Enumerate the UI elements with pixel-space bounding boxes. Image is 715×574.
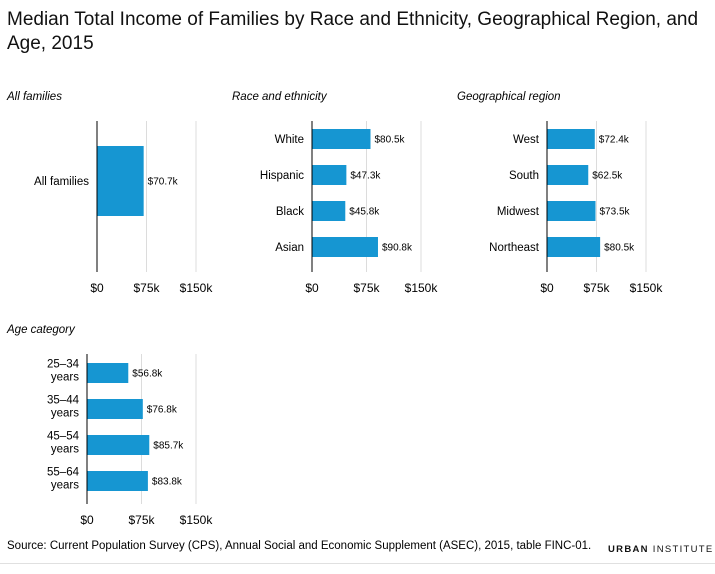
x-tick-label: $150k (630, 281, 664, 295)
category-label: years (51, 408, 79, 420)
panel-title: Age category (6, 324, 76, 336)
category-label: years (51, 372, 79, 384)
panel-title: Race and ethnicity (232, 91, 328, 103)
bar (547, 237, 601, 257)
category-label: Asian (275, 242, 304, 254)
category-label: All families (34, 176, 89, 188)
data-label: $73.5k (600, 207, 631, 218)
data-label: $62.5k (592, 171, 623, 182)
category-label: South (509, 170, 539, 182)
category-label: White (275, 134, 304, 146)
category-label: years (51, 444, 79, 456)
data-label: $72.4k (599, 135, 630, 146)
x-tick-label: $150k (180, 281, 214, 295)
x-tick-label: $75k (583, 281, 610, 295)
x-tick-label: $75k (353, 281, 380, 295)
brand-logo: URBAN INSTITUTE (608, 544, 714, 555)
data-label: $80.5k (374, 135, 405, 146)
data-label: $83.8k (152, 477, 183, 488)
bar (312, 129, 371, 149)
data-label: $90.8k (382, 243, 413, 254)
data-label: $80.5k (604, 243, 635, 254)
panel-title: Geographical region (457, 91, 561, 103)
x-tick-label: $75k (128, 513, 155, 527)
panel-title: All families (6, 91, 62, 103)
data-label: $56.8k (132, 369, 163, 380)
x-tick-label: $75k (133, 281, 160, 295)
category-label: years (51, 480, 79, 492)
category-label: West (513, 134, 540, 146)
category-label: Midwest (497, 206, 540, 218)
brand-rest: INSTITUTE (648, 544, 714, 555)
x-tick-label: $0 (540, 281, 554, 295)
category-label: Hispanic (260, 170, 304, 182)
bar (547, 201, 596, 221)
category-label: Northeast (489, 242, 540, 254)
data-label: $47.3k (350, 171, 381, 182)
bar (312, 237, 378, 257)
bar (312, 165, 347, 185)
bar (87, 363, 129, 383)
bar (547, 129, 595, 149)
x-tick-label: $0 (90, 281, 104, 295)
data-label: $45.8k (349, 207, 380, 218)
category-label: 55–64 (47, 467, 80, 479)
category-label: 25–34 (47, 359, 80, 371)
data-label: $76.8k (147, 405, 178, 416)
x-tick-label: $0 (80, 513, 94, 527)
category-label: 35–44 (47, 395, 80, 407)
bar (87, 435, 150, 455)
bar (312, 201, 346, 221)
source-note: Source: Current Population Survey (CPS),… (7, 540, 592, 552)
bar (547, 165, 589, 185)
x-tick-label: $150k (405, 281, 439, 295)
bar (97, 146, 144, 216)
brand-bold: URBAN (608, 544, 649, 555)
chart-title: Median Total Income of Families by Race … (7, 9, 699, 54)
category-label: Black (276, 206, 304, 218)
data-label: $70.7k (148, 177, 179, 188)
x-tick-label: $150k (180, 513, 214, 527)
category-label: 45–54 (47, 431, 80, 443)
footer-divider (0, 563, 715, 564)
x-tick-label: $0 (305, 281, 319, 295)
bar (87, 399, 143, 419)
data-label: $85.7k (153, 441, 184, 452)
bar (87, 471, 148, 491)
